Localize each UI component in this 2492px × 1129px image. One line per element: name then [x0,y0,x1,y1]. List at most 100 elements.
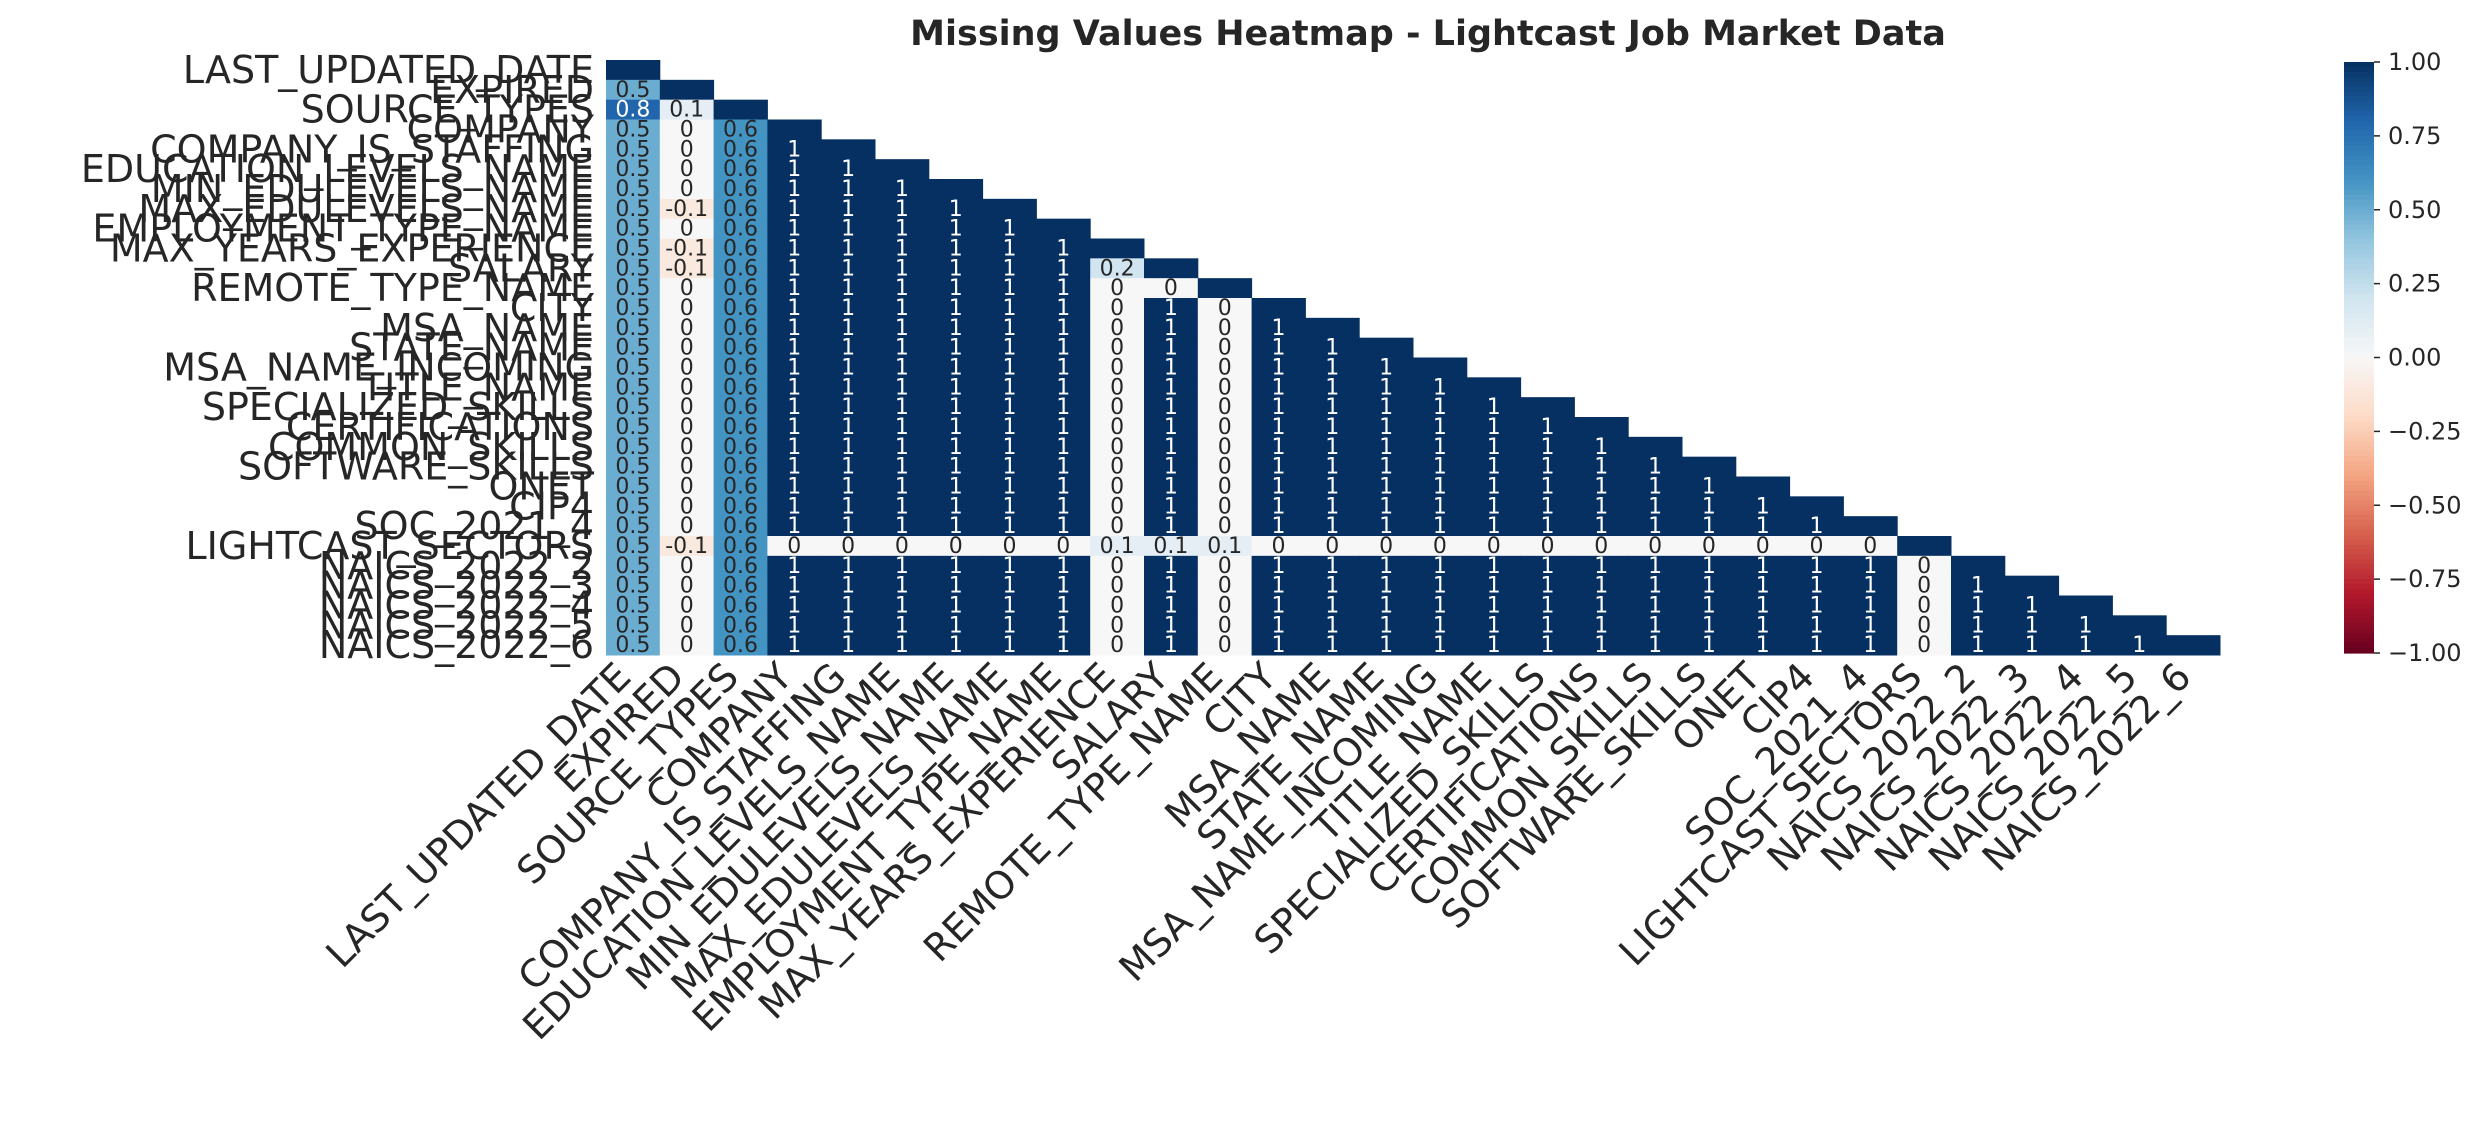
heatmap-cell [875,337,930,358]
heatmap-cell [2004,615,2060,636]
heatmap-cell [928,436,984,458]
heatmap-cell [1520,476,1575,497]
heatmap-cell [659,357,715,378]
heatmap-cell [1682,476,1737,497]
heatmap-cell [1197,377,1253,398]
cell-value-label: 0.5 [615,375,650,400]
heatmap-cell [1144,417,1199,438]
colorbar-segment [2344,342,2374,349]
row-label: TITLE_NAME [360,365,594,409]
colorbar-segment [2344,628,2374,634]
cell-value-label: 1 [949,554,963,579]
cell-value-label: 1 [841,217,855,242]
cell-value-label: 1 [1325,435,1339,460]
row-label: NAICS_2022_4 [319,583,594,627]
heatmap-cell [1789,575,1844,596]
heatmap-cell [982,337,1037,358]
cell-value-label: 1 [1379,375,1393,400]
heatmap-cell [928,575,984,596]
heatmap-cell [1466,397,1522,418]
colorbar-segment [2344,347,2374,354]
row-label: SOFTWARE_SKILLS [238,445,594,489]
cell-value-label: 0 [1756,534,1770,559]
cell-value-label: 1 [949,236,963,261]
heatmap-cell [875,436,930,458]
heatmap-cell [1197,337,1253,358]
cell-value-label: 1 [841,197,855,222]
heatmap-cell [1628,575,1683,596]
cell-value-label: 1 [787,395,801,420]
heatmap-cell [982,278,1037,299]
cell-value-label: 1 [1379,613,1393,638]
cell-value-label: 1 [1702,494,1716,519]
heatmap-cell [928,397,984,418]
heatmap-cell [1036,258,1091,279]
heatmap-cell [982,476,1037,497]
cell-value-label: 1 [1164,633,1178,658]
colorbar-segment [2344,480,2374,487]
heatmap-cell [659,198,715,220]
heatmap-cell [1628,536,1683,557]
cell-value-label: 1 [1056,455,1070,480]
colorbar-segment [2344,456,2374,462]
cell-value-label: 1 [1003,593,1017,618]
heatmap-cell [767,417,822,438]
cell-value-label: 1 [895,554,909,579]
heatmap-cell [606,337,661,358]
cell-value-label: 0 [680,574,694,599]
heatmap-cell [1036,317,1091,339]
heatmap-cell [1144,516,1199,537]
cell-value-label: 1 [1325,355,1339,380]
cell-value-label: 1 [841,236,855,261]
colorbar-segment [2344,81,2374,88]
cell-value-label: 1 [2025,593,2039,618]
colorbar-segment [2344,446,2374,452]
colorbar-segment [2344,357,2374,364]
colorbar-segment [2344,515,2374,521]
heatmap-cell [1682,615,1737,636]
cell-value-label: 1 [1810,574,1824,599]
heatmap-cell [2058,595,2113,616]
heatmap-cell [1843,555,1898,577]
cell-value-label: 0.5 [615,177,650,202]
heatmap-cell [1574,575,1629,596]
heatmap-cell [1413,377,1468,398]
cell-value-label: 0 [1325,534,1339,559]
cell-value-label: 1 [949,296,963,321]
heatmap-cell [659,298,715,319]
cell-value-label: 1 [1272,336,1286,361]
cell-value-label: 1 [1756,574,1770,599]
colorbar-segment [2344,441,2374,447]
colorbar-segment [2344,391,2374,398]
cell-value-label: 1 [1863,633,1877,658]
heatmap-cell [606,635,661,656]
heatmap-cells: 0.50.8 0.10.5 0 0.60.5 0 0.6 10.5 0 0.6 1 10.5 0 0.6… [606,60,2221,658]
cell-value-label: 0 [680,296,694,321]
heatmap-cell [821,198,876,220]
cell-value-label: 0 [680,494,694,519]
heatmap-cell [659,218,715,239]
row-label: MIN_EDULEVELS_NAME [151,167,594,211]
cell-value-label: 0 [1218,494,1232,519]
cell-value-label: 1 [1541,574,1555,599]
row-label: LIGHTCAST_SECTORS [185,524,594,568]
heatmap-cell [1305,476,1360,497]
heatmap-cell [1251,555,1306,577]
heatmap-cell [1897,635,1952,656]
heatmap-cell [1090,436,1145,458]
colorbar-segment [2344,382,2374,388]
heatmap-cell [1466,496,1522,517]
cell-value-label: 1 [1003,355,1017,380]
heatmap-cell [713,555,768,577]
heatmap-cell [767,456,822,477]
cell-value-label: 0.5 [615,276,650,301]
cell-value-label: 1 [787,296,801,321]
heatmap-cell [1897,536,1952,557]
colorbar-segment [2344,185,2374,191]
cell-value-label: 1 [1971,633,1985,658]
heatmap-cell [821,615,876,636]
heatmap-cell [1197,436,1253,458]
cell-value-label: 0.5 [615,256,650,281]
heatmap-cell [1036,417,1091,438]
cell-value-label: 1 [1164,593,1178,618]
